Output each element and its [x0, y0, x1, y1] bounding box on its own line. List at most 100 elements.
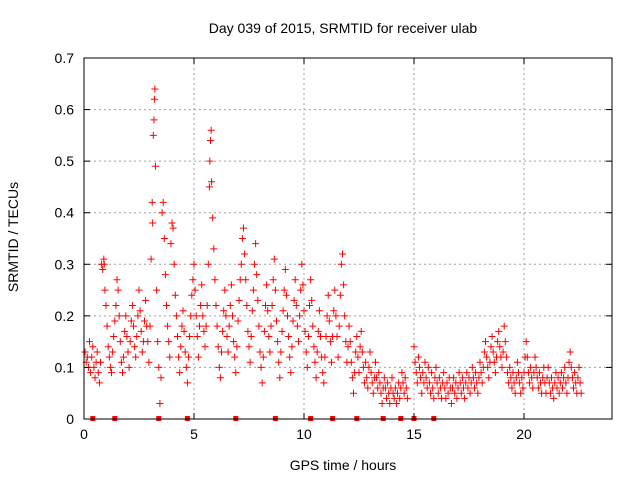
data-point: [442, 394, 450, 402]
data-point: [117, 358, 125, 366]
data-point: [279, 307, 287, 315]
data-point: [257, 363, 265, 371]
data-point: [141, 317, 148, 325]
data-point: [221, 286, 229, 294]
data-point: [133, 332, 141, 340]
data-point: [495, 327, 503, 335]
data-point: [546, 389, 554, 397]
data-point: [354, 353, 362, 361]
data-point: [531, 353, 539, 361]
data-point: [101, 286, 109, 294]
data-point: [199, 312, 207, 320]
data-point: [172, 312, 180, 320]
data-point: [189, 276, 197, 284]
data-point: [244, 327, 252, 335]
data-point: [204, 260, 212, 268]
data-point: [276, 374, 284, 382]
y-tick-label: 0.7: [55, 50, 75, 66]
data-point: [123, 332, 131, 340]
data-point: [485, 374, 493, 382]
data-point: [132, 353, 140, 361]
data-point: [402, 384, 410, 392]
data-point: [403, 394, 411, 402]
data-point: [229, 312, 236, 320]
data-point: [270, 255, 278, 263]
data-point: [487, 343, 495, 351]
data-point: [410, 343, 418, 351]
data-point: [165, 338, 173, 346]
data-point: [366, 348, 374, 356]
data-point: [251, 260, 258, 268]
data-point: [263, 281, 271, 289]
data-point: [306, 302, 313, 310]
data-point: [99, 265, 107, 273]
data-point: [116, 338, 124, 346]
data-point: [285, 332, 293, 340]
data-point: [127, 317, 135, 325]
data-point: [271, 286, 279, 294]
data-point: [100, 260, 108, 268]
data-point: [200, 327, 208, 335]
data-point: [302, 348, 310, 356]
data-point: [254, 296, 262, 304]
data-point: [259, 353, 267, 361]
data-point: [367, 369, 375, 377]
data-point: [233, 343, 241, 351]
data-point: [535, 369, 543, 377]
data-point: [502, 353, 510, 361]
data-point: [136, 307, 144, 315]
data-point: [152, 162, 159, 170]
data-point: [344, 343, 352, 351]
data-point: [88, 353, 96, 361]
data-point: [414, 353, 422, 361]
data-point: [93, 348, 101, 356]
data-point: [168, 219, 176, 227]
data-point: [110, 332, 118, 340]
data-point: [534, 384, 542, 392]
data-point: [150, 95, 158, 103]
data-point: [562, 379, 570, 387]
data-point: [453, 394, 461, 402]
data-point: [377, 389, 385, 397]
data-point: [148, 198, 156, 206]
data-point: [114, 286, 122, 294]
data-point: [214, 343, 222, 351]
data-point: [292, 302, 300, 310]
data-point: [201, 343, 209, 351]
data-point: [464, 384, 472, 392]
data-point: [450, 374, 458, 382]
data-point: [121, 327, 129, 335]
data-point: [169, 224, 177, 232]
data-point: [474, 389, 482, 397]
data-point: [176, 369, 184, 377]
data-point: [341, 312, 349, 320]
data-point: [180, 327, 188, 335]
data-point: [421, 358, 429, 366]
data-point: [159, 198, 167, 206]
data-point: [146, 322, 154, 330]
data-point: [210, 245, 218, 253]
data-point: [484, 363, 492, 371]
data-point: [142, 296, 150, 304]
data-point: [428, 369, 436, 377]
data-point: [412, 369, 420, 377]
data-point: [186, 332, 194, 340]
data-point: [248, 307, 256, 315]
data-point: [220, 307, 228, 315]
data-point: [234, 317, 242, 325]
data-point: [299, 281, 307, 289]
y-tick-label: 0.5: [55, 153, 75, 169]
data-point: [224, 348, 232, 356]
data-point: [476, 358, 484, 366]
data-point: [372, 358, 379, 366]
data-point: [232, 369, 240, 377]
data-point: [266, 348, 274, 356]
data-point: [87, 369, 95, 377]
data-point: [265, 332, 273, 340]
data-point: [150, 116, 158, 124]
data-point: [145, 358, 153, 366]
data-point: [130, 322, 137, 330]
x-tick-label: 0: [80, 426, 88, 442]
data-point: [240, 224, 247, 232]
